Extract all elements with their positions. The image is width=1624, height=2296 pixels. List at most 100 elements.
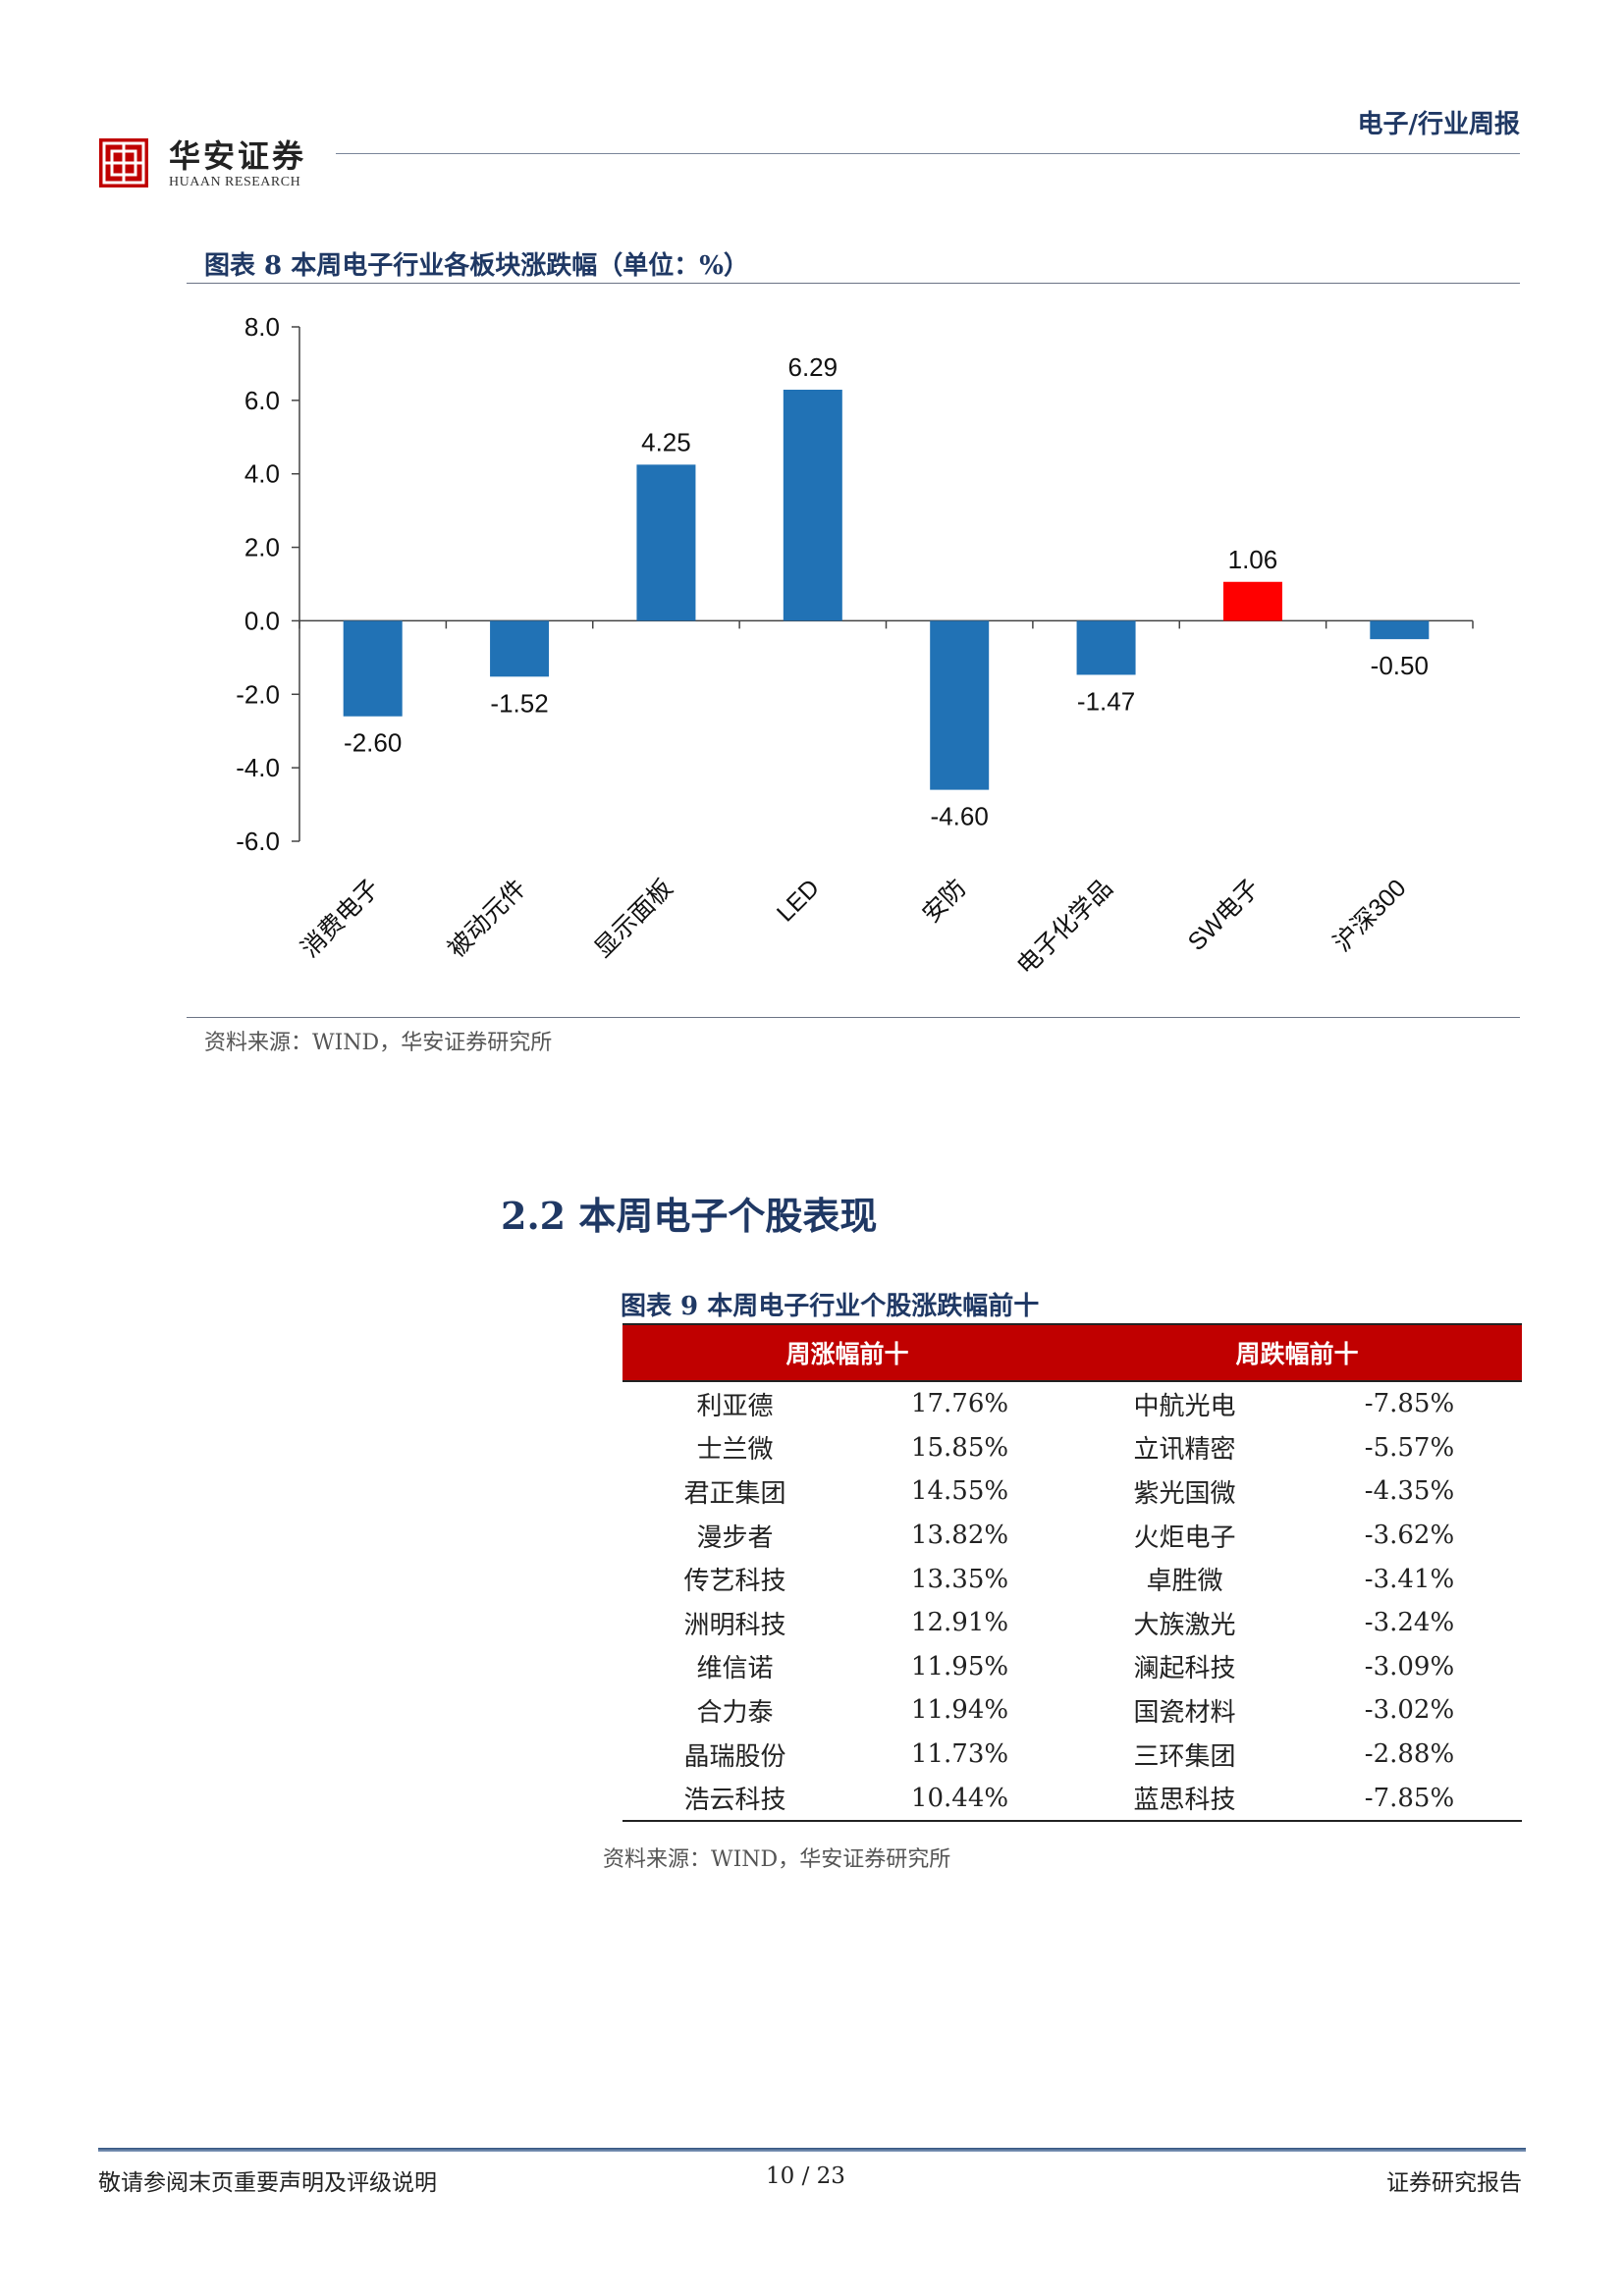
figure9-title: 图表 9 本周电子行业个股涨跌幅前十 — [621, 1292, 1040, 1321]
category-label: 沪深300 — [1328, 874, 1412, 957]
gainer-change: 10.44% — [847, 1776, 1072, 1822]
table-body: 利亚德 17.76% 中航光电 -7.85% 士兰微 15.85% 立讯精密 -5.57% 君正… — [623, 1381, 1522, 1822]
gainer-change: 13.82% — [910, 1521, 1009, 1551]
header-divider — [336, 153, 1520, 154]
loser-name: 紫光国微 — [1133, 1478, 1236, 1509]
bar — [783, 390, 842, 621]
loser-name: 中航光电 — [1133, 1391, 1236, 1421]
loser-change: -3.41% — [1364, 1564, 1455, 1594]
table-row: 洲明科技 12.91% 大族激光 -3.24% — [623, 1601, 1522, 1645]
table-row: 晶瑞股份 11.73% 三环集团 -2.88% — [623, 1733, 1522, 1777]
loser-change: -3.62% — [1364, 1521, 1455, 1551]
loser-change: -3.24% — [1364, 1608, 1455, 1638]
category-label: 显示面板 — [589, 874, 678, 963]
bar — [490, 620, 550, 677]
y-tick-label: -2.0 — [236, 679, 280, 709]
category-label: LED — [772, 874, 825, 927]
bar-value-label: -4.60 — [931, 802, 989, 831]
y-tick-label: 4.0 — [244, 459, 280, 489]
brand-name-cn: 华安证券 — [169, 137, 307, 175]
loser-name: 澜起科技 — [1133, 1654, 1236, 1684]
loser-change: -7.85% — [1297, 1776, 1522, 1822]
bar — [1222, 581, 1282, 621]
gainer-name: 洲明科技 — [683, 1610, 786, 1640]
gainers-header: 周涨幅前十 — [623, 1323, 1072, 1382]
loser-name: 火炬电子 — [1133, 1522, 1236, 1553]
y-tick-label: -4.0 — [236, 753, 280, 782]
gainer-name: 利亚德 — [696, 1391, 774, 1421]
loser-name: 立讯精密 — [1133, 1435, 1236, 1466]
page-number: 10 / 23 — [766, 2163, 845, 2189]
bar — [930, 620, 990, 790]
gainer-change: 14.55% — [910, 1476, 1009, 1507]
table-row: 漫步者 13.82% 火炬电子 -3.62% — [623, 1514, 1522, 1558]
loser-name: 国瓷材料 — [1133, 1697, 1236, 1728]
bar — [1076, 620, 1136, 675]
table-row: 维信诺 11.95% 澜起科技 -3.09% — [623, 1645, 1522, 1689]
table-row: 君正集团 14.55% 紫光国微 -4.35% — [623, 1469, 1522, 1514]
gainer-name: 漫步者 — [696, 1522, 774, 1553]
losers-header: 周跌幅前十 — [1072, 1323, 1522, 1382]
bar-value-label: 6.29 — [788, 352, 839, 382]
gainer-name: 维信诺 — [696, 1654, 774, 1684]
bar-value-label: -0.50 — [1371, 651, 1429, 680]
bar — [1370, 620, 1430, 640]
gainer-change: 11.73% — [910, 1739, 1009, 1770]
sector-change-bar-chart: 8.0 6.0 4.0 2.0 0.0 -2.0 -4.0 -6.0 -2.60 消费电子 -1.5… — [236, 312, 1474, 981]
footer-report-label: 证券研究报告 — [1386, 2170, 1522, 2196]
loser-change: -3.02% — [1364, 1695, 1455, 1726]
figure8-source: 资料来源：WIND，华安证券研究所 — [204, 1031, 553, 1055]
loser-change: -2.88% — [1364, 1739, 1455, 1770]
bar-value-label: 4.25 — [641, 427, 691, 456]
gainer-name: 传艺科技 — [683, 1567, 786, 1597]
gainer-name: 士兰微 — [696, 1435, 774, 1466]
gainer-change: 11.95% — [910, 1651, 1009, 1682]
gainer-change: 13.35% — [910, 1564, 1009, 1594]
y-tick-label: 8.0 — [244, 312, 280, 342]
footer-disclaimer: 敬请参阅末页重要声明及评级说明 — [98, 2170, 437, 2196]
footer-divider — [98, 2148, 1526, 2152]
gainer-name: 君正集团 — [683, 1478, 786, 1509]
loser-name: 卓胜微 — [1146, 1567, 1223, 1597]
y-tick-label: 6.0 — [244, 386, 280, 415]
bar-value-label: -1.52 — [490, 688, 548, 718]
y-tick-label: -6.0 — [236, 827, 280, 856]
gainer-change: 12.91% — [910, 1608, 1009, 1638]
y-tick-label: 2.0 — [244, 533, 280, 562]
table-row: 传艺科技 13.35% 卓胜微 -3.41% — [623, 1557, 1522, 1601]
report-type: 电子/行业周报 — [1357, 110, 1521, 139]
table-header-row: 周涨幅前十 周跌幅前十 — [623, 1323, 1522, 1382]
table-row: 浩云科技 10.44% 蓝思科技 -7.85% — [623, 1776, 1522, 1822]
loser-name: 蓝思科技 — [1072, 1776, 1297, 1822]
loser-name: 三环集团 — [1133, 1741, 1236, 1772]
section-heading: 2.2 本周电子个股表现 — [501, 1194, 878, 1238]
loser-change: -5.57% — [1364, 1432, 1455, 1463]
category-label: 被动元件 — [443, 874, 532, 963]
y-tick-label: 0.0 — [244, 606, 280, 635]
loser-change: -3.09% — [1364, 1651, 1455, 1682]
loser-change: -4.35% — [1364, 1476, 1455, 1507]
gainer-name: 合力泰 — [696, 1697, 774, 1728]
figure9-source: 资料来源：WIND，华安证券研究所 — [603, 1847, 951, 1872]
gainer-name: 浩云科技 — [623, 1776, 847, 1822]
brand-name-en: HUAAN RESEARCH — [169, 175, 301, 189]
table-row: 利亚德 17.76% 中航光电 -7.85% — [623, 1381, 1522, 1426]
bar-value-label: 1.06 — [1228, 545, 1278, 574]
gainer-name: 晶瑞股份 — [683, 1741, 786, 1772]
loser-change: -7.85% — [1364, 1389, 1455, 1419]
category-label: 电子化学品 — [1012, 874, 1118, 980]
bar-value-label: -1.47 — [1077, 686, 1135, 716]
category-label: 安防 — [917, 874, 971, 928]
gainer-change: 17.76% — [910, 1389, 1009, 1419]
huaan-logo-icon — [99, 138, 148, 187]
loser-name: 大族激光 — [1133, 1610, 1236, 1640]
bar — [343, 620, 403, 717]
category-label: SW电子 — [1183, 874, 1266, 956]
figure8-top-rule — [187, 283, 1520, 284]
top-movers-table: 周涨幅前十 周跌幅前十 利亚德 17.76% 中航光电 -7.85% 士兰微 15.85%… — [623, 1323, 1522, 1822]
gainer-change: 15.85% — [910, 1432, 1009, 1463]
category-label: 消费电子 — [296, 874, 385, 963]
figure8-bottom-rule — [187, 1017, 1520, 1018]
figure8-title: 图表 8 本周电子行业各板块涨跌幅（单位：%） — [204, 251, 749, 281]
table-row: 士兰微 15.85% 立讯精密 -5.57% — [623, 1426, 1522, 1470]
